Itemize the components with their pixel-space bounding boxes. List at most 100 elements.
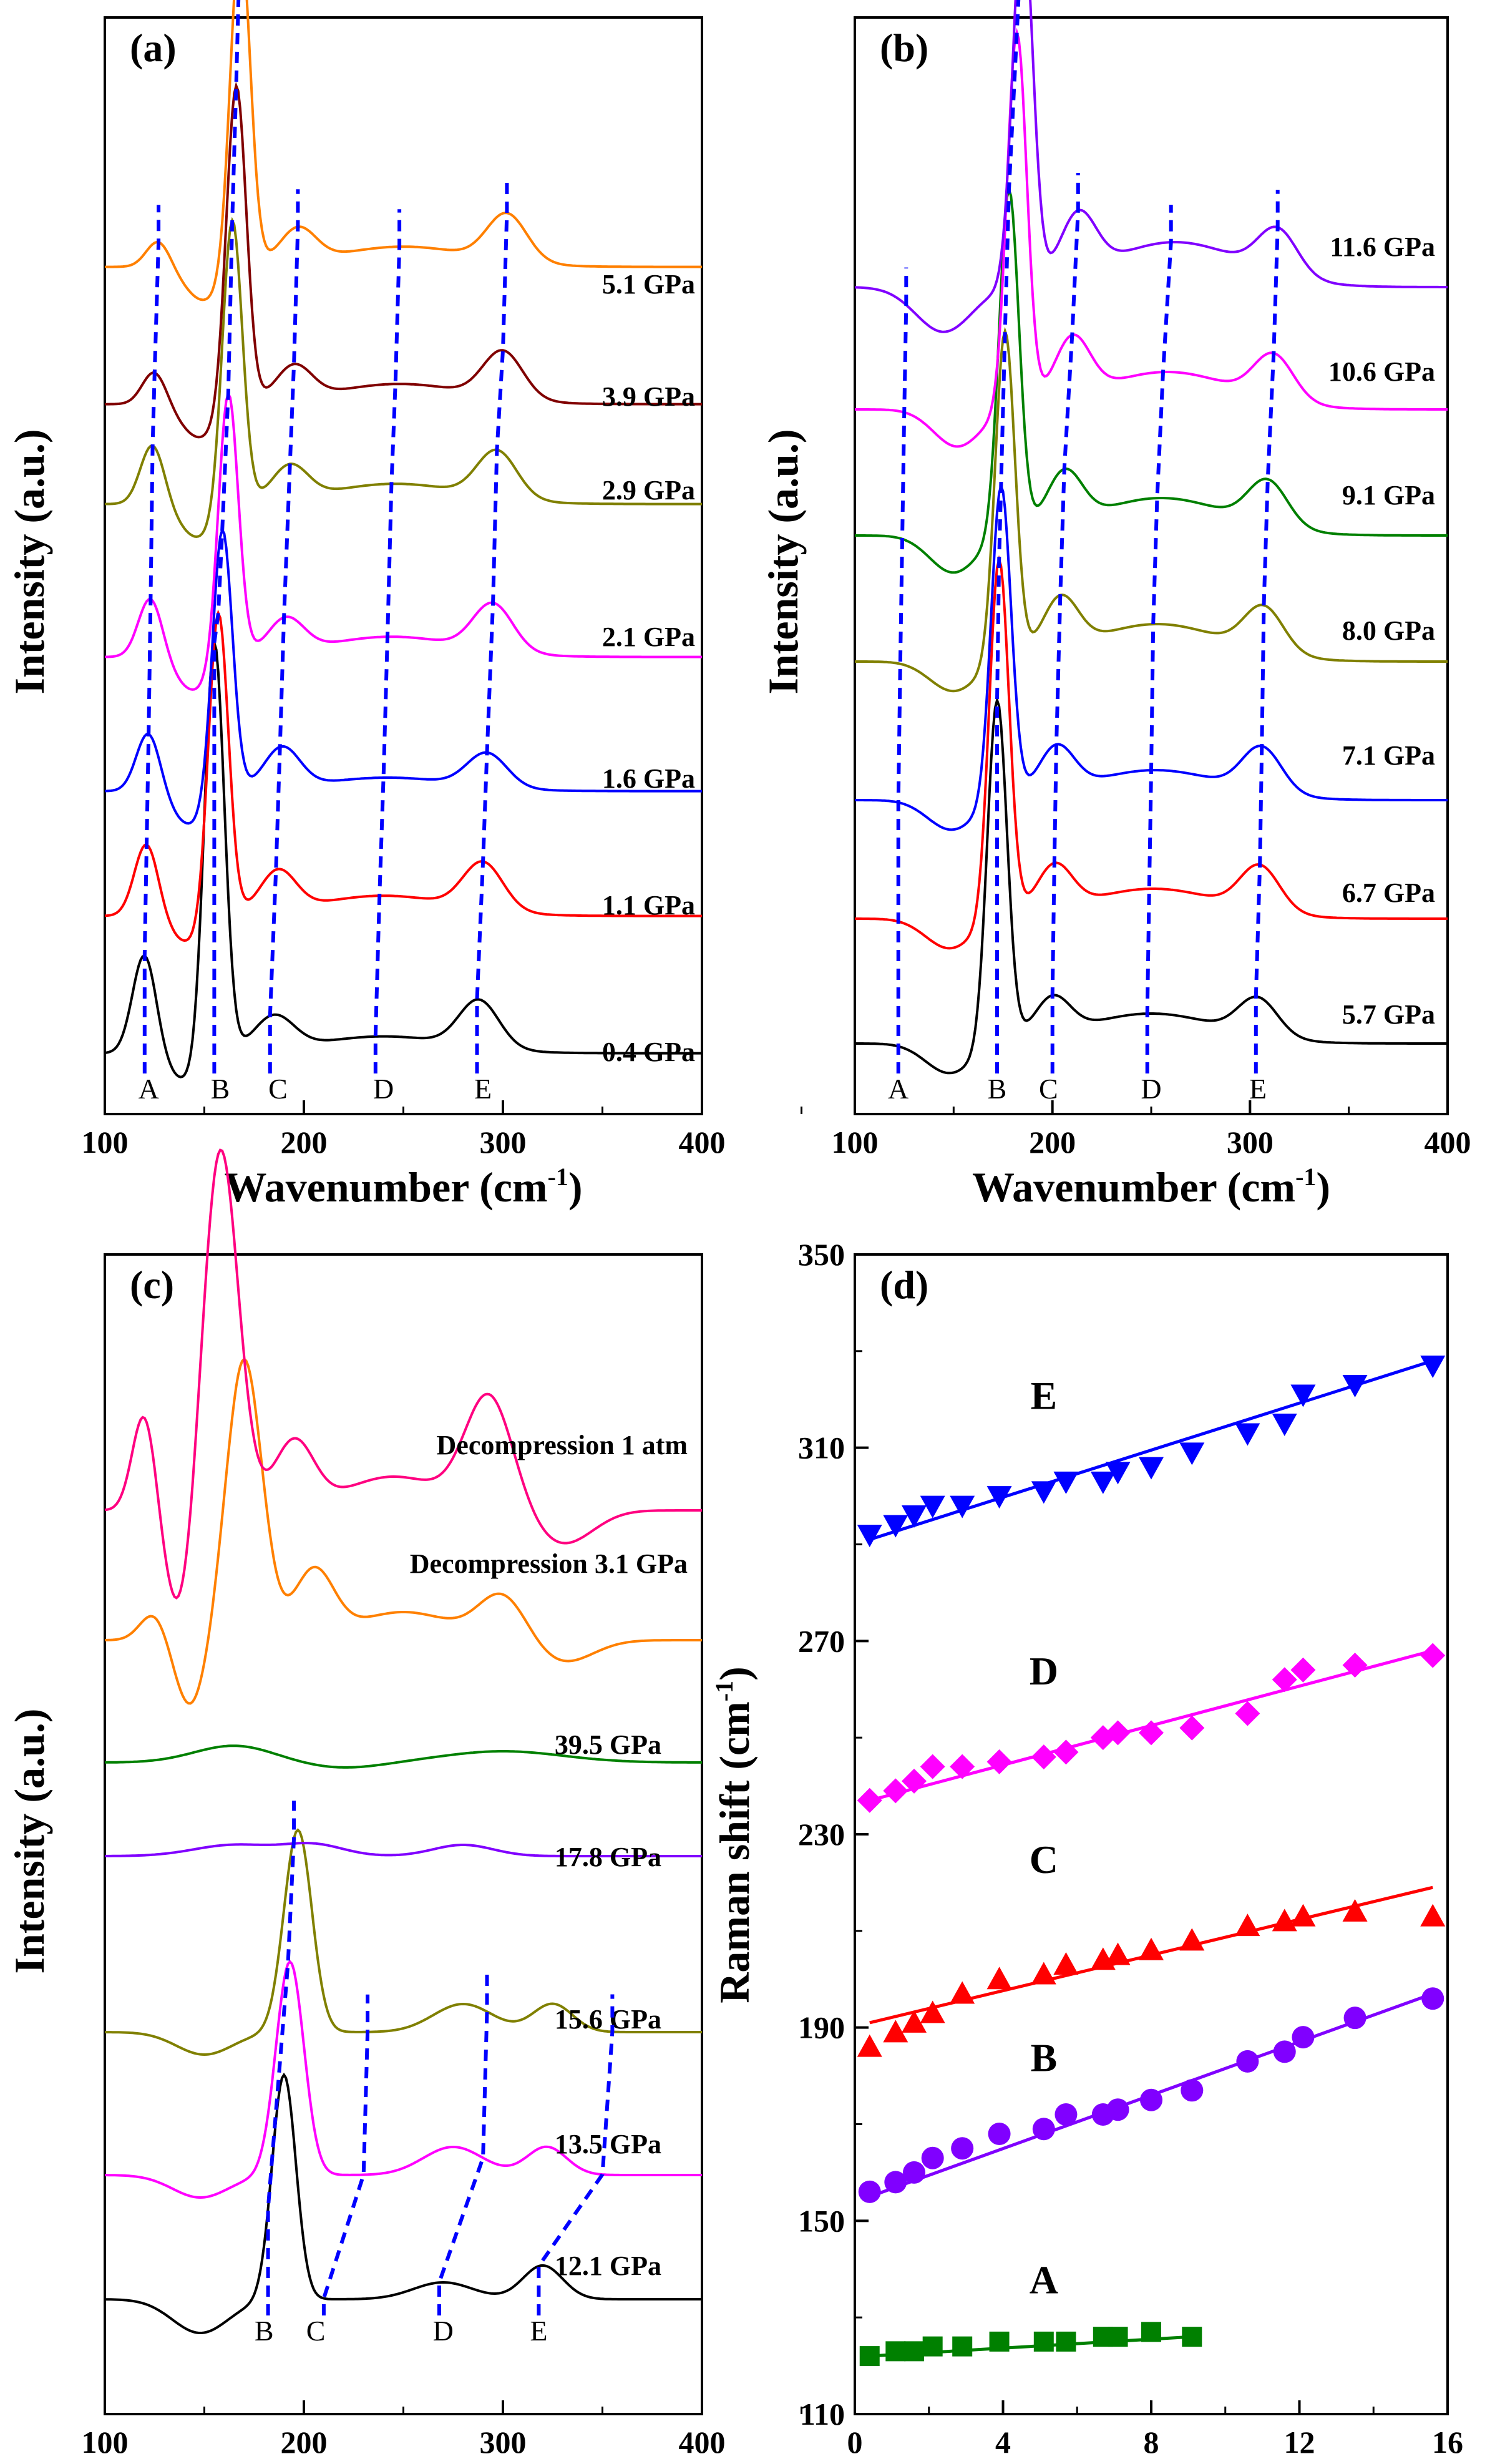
- x-axis-title-superscript: -1: [1295, 1163, 1316, 1191]
- data-point: [1053, 1739, 1079, 1765]
- mode-letter: B: [255, 2315, 274, 2347]
- trace-label: 5.7 GPa: [1342, 999, 1435, 1030]
- data-point: [1272, 1909, 1297, 1932]
- y-tick-label: 310: [798, 1430, 845, 1465]
- mode-guide-line: [1254, 190, 1280, 1073]
- spectrum-trace: [105, 1842, 702, 1857]
- data-point: [920, 1495, 945, 1518]
- data-point: [883, 1515, 908, 1538]
- y-tick-label: 230: [798, 1817, 845, 1852]
- data-point: [951, 2137, 974, 2160]
- x-tick-label: 400: [1425, 1125, 1471, 1160]
- data-point: [883, 1778, 908, 1804]
- spectrum-trace: [855, 27, 1448, 448]
- data-point: [1106, 2098, 1129, 2121]
- data-point: [1420, 1643, 1446, 1668]
- data-point: [1290, 1657, 1316, 1683]
- mode-guide-line: [537, 1994, 615, 2315]
- y-axis-title-superscript: -1: [710, 1681, 738, 1701]
- trace-label: 1.6 GPa: [602, 763, 695, 794]
- trace-label: 5.1 GPa: [602, 269, 695, 300]
- spectrum-trace: [104, 1744, 702, 1769]
- data-point: [1139, 1937, 1164, 1960]
- mode-guide-line: [212, 0, 241, 1073]
- panel-c: 100 200 300 400 12.1 GPa 13.5 GPa 15.6 GPa 17.8…: [6, 1148, 802, 2464]
- data-point: [950, 1754, 975, 1779]
- x-tick-label: 300: [1227, 1125, 1274, 1160]
- data-point: [1179, 1715, 1205, 1741]
- spectrum-trace: [855, 185, 1448, 574]
- mode-guide-line: [475, 175, 509, 1073]
- data-point: [1141, 2322, 1161, 2342]
- data-point: [1235, 1701, 1260, 1726]
- x-axis-title-close: ): [568, 1163, 583, 1211]
- data-point: [1105, 1942, 1131, 1965]
- data-point: [857, 1787, 882, 1813]
- x-tick-label: 300: [480, 1125, 527, 1160]
- data-point: [1235, 1423, 1260, 1446]
- trace-label: 11.6 GPa: [1330, 232, 1435, 262]
- series-label: D: [1030, 1649, 1058, 1693]
- x-tick-label: 200: [1029, 1125, 1076, 1160]
- x-tick-label: 400: [679, 2425, 726, 2460]
- data-point: [857, 1525, 882, 1548]
- data-point: [1290, 1904, 1316, 1927]
- trace-label: 0.4 GPa: [602, 1037, 695, 1067]
- y-tick-label: 110: [800, 2397, 845, 2432]
- data-point: [1054, 2103, 1078, 2126]
- data-point: [1179, 1928, 1205, 1951]
- mode-guide-line: [1050, 173, 1080, 1073]
- data-point: [988, 2122, 1011, 2145]
- data-point: [920, 1754, 945, 1779]
- x-tick-label: 200: [281, 2425, 328, 2460]
- mode-letter: D: [433, 2315, 454, 2347]
- x-axis-title-superscript: -1: [548, 2463, 568, 2464]
- data-point: [1139, 1457, 1164, 1480]
- data-point: [1139, 1720, 1164, 1746]
- x-tick-label: 16: [1432, 2425, 1463, 2460]
- data-point: [858, 2180, 881, 2203]
- trace-label: 2.1 GPa: [602, 622, 695, 652]
- y-axis-title-close: ): [711, 1666, 758, 1681]
- data-point: [859, 2346, 880, 2367]
- trace-label: 13.5 GPa: [555, 2129, 661, 2159]
- x-axis-title-close: ): [1316, 1163, 1330, 1211]
- x-tick-label: 0: [847, 2425, 863, 2460]
- x-tick-label: 8: [1144, 2425, 1159, 2460]
- mode-letter: C: [268, 1073, 288, 1105]
- data-point: [1235, 1914, 1260, 1937]
- spectrum-trace: [105, 0, 702, 301]
- series-label: E: [1030, 1374, 1057, 1418]
- x-tick-label: 300: [480, 2425, 527, 2460]
- spectrum-trace: [105, 1828, 702, 2056]
- data-point: [1056, 2331, 1076, 2352]
- panel-letter: (d): [880, 1263, 928, 1307]
- data-point: [904, 2341, 924, 2362]
- data-point: [1273, 2040, 1296, 2063]
- panel-letter: (b): [880, 26, 928, 70]
- trace-label: 6.7 GPa: [1342, 878, 1435, 908]
- spectrum-trace: [855, 695, 1448, 1075]
- mode-guide-line: [437, 1974, 489, 2315]
- y-axis-title-text: Raman shift (cm: [711, 1701, 758, 2003]
- y-axis-title: Intensity (a.u.): [6, 1708, 53, 1973]
- spectrum-trace: [104, 609, 702, 942]
- mode-guide-line: [321, 1994, 370, 2315]
- data-point: [1292, 2026, 1315, 2049]
- trace-label: 8.0 GPa: [1342, 615, 1435, 646]
- spectrum-trace: [854, 0, 1448, 333]
- spectrum-trace: [104, 1148, 702, 1600]
- spectrum-trace: [105, 81, 702, 439]
- data-point: [857, 2034, 882, 2057]
- data-point: [952, 2336, 973, 2357]
- x-axis-title: Wavenumber (cm-1): [224, 1163, 582, 1211]
- spectrum-trace: [104, 526, 702, 825]
- data-point: [1105, 1462, 1131, 1485]
- data-point: [1179, 1442, 1205, 1465]
- x-axis-title-text: Wavenumber (cm: [224, 1163, 547, 1211]
- data-point: [1420, 1356, 1446, 1379]
- data-point: [1182, 2327, 1202, 2347]
- series-label: C: [1030, 1837, 1058, 1882]
- data-point: [1053, 1952, 1079, 1975]
- data-point: [950, 1981, 975, 2004]
